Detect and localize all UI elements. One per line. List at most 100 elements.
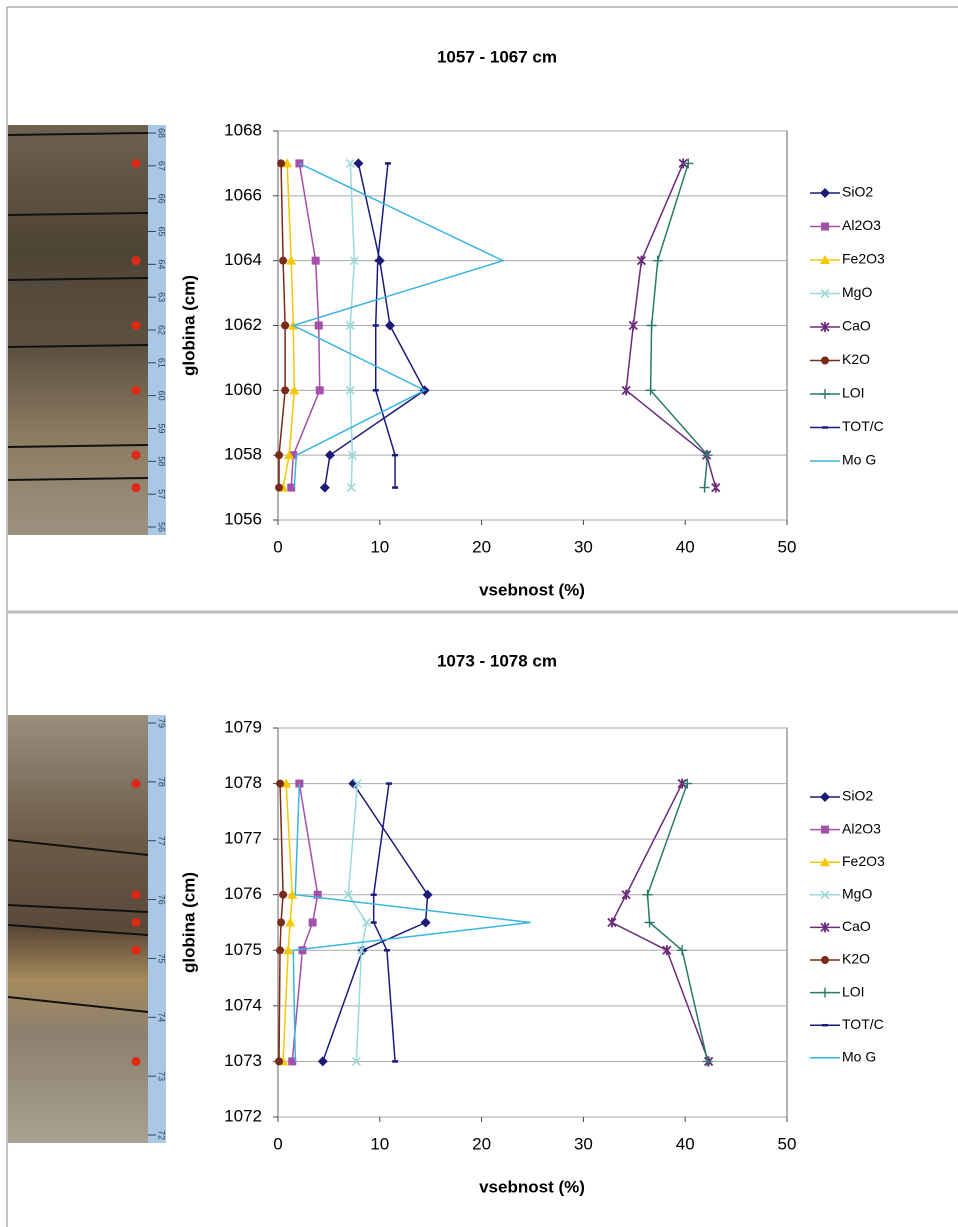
y-tick-label: 1058 [224,445,262,464]
ruler-label: 62 [157,325,167,335]
ruler [148,125,166,535]
data-point [283,945,294,955]
legend-label: LOI [842,385,865,401]
legend-marker [820,255,830,264]
data-point [356,945,367,955]
ruler-label: 56 [157,522,167,532]
data-point [276,779,285,788]
x-tick-label: 20 [472,1134,491,1153]
sample-dot [131,1056,141,1066]
ruler-label: 76 [157,895,167,905]
data-point [677,778,687,789]
legend-label: MgO [842,284,872,300]
chart-title: 1057 - 1067 cm [437,47,557,66]
y-tick-label: 1076 [224,884,262,903]
legend-marker [820,389,830,399]
data-point [652,255,663,266]
data-point [422,889,433,900]
y-tick-label: 1056 [224,509,262,528]
ruler-label: 66 [157,194,167,204]
data-point [284,450,295,460]
data-point [314,321,323,330]
plot-area [277,727,788,1118]
ruler-label: 68 [157,128,167,138]
data-point [345,158,355,168]
legend-label: Mo G [842,452,876,468]
legend-label: K2O [842,951,870,967]
data-point [281,778,292,788]
data-point [275,451,284,460]
series-line [625,163,717,488]
data-point [353,158,364,169]
chart-title: 1073 - 1078 cm [437,651,557,670]
ruler-label: 72 [157,1130,167,1140]
ruler-label: 59 [157,423,167,433]
data-point [279,890,288,899]
legend-label: Mo G [842,1049,876,1065]
ruler-label: 64 [157,259,167,269]
data-point [683,158,694,169]
ruler-label: 78 [157,777,167,787]
data-point [276,946,285,955]
ruler-label: 73 [157,1071,167,1081]
data-point [343,890,353,900]
legend-marker [821,356,829,365]
core-crack [7,477,149,481]
data-point [677,945,688,956]
core-crack [7,277,149,281]
data-point [362,917,372,928]
data-point [642,889,653,900]
data-point [628,320,638,331]
x-tick-label: 50 [778,1134,797,1153]
data-point [349,256,359,266]
series-line [324,163,426,488]
y-tick-label: 1079 [224,717,262,736]
core-crack [7,996,149,1013]
legend-marker [820,188,830,198]
y-tick-label: 1078 [224,773,262,792]
data-point [711,482,721,493]
legend-marker [821,222,829,231]
legend-label: CaO [842,318,871,334]
data-point [277,159,286,168]
core-crack [7,444,149,448]
data-point [288,1057,297,1066]
y-tick-label: 1072 [224,1106,262,1125]
ruler-label: 65 [157,226,167,236]
data-point [646,320,657,331]
series-line [374,163,396,488]
core-crack [7,924,149,936]
series-line [278,163,286,488]
x-tick-label: 40 [676,537,695,556]
sample-dot [131,483,141,493]
data-point [279,256,288,265]
y-tick-label: 1064 [224,250,262,269]
data-point [287,889,298,899]
y-axis-label: globina (cm) [179,275,198,376]
data-point [345,385,355,395]
ruler-label: 79 [157,718,167,728]
y-tick-label: 1060 [224,380,262,399]
legend-label: Al2O3 [842,217,881,233]
data-point [275,483,284,492]
legend-label: SiO2 [842,788,873,804]
data-point [319,482,330,493]
x-tick-label: 10 [370,537,389,556]
ruler-label: 75 [157,953,167,963]
core-crack [7,212,149,216]
data-point [621,889,631,900]
data-point [317,1056,328,1067]
legend-marker [820,792,830,802]
data-point [315,386,324,395]
data-point [678,158,688,169]
x-tick-label: 10 [370,1134,389,1153]
data-point [699,482,710,493]
y-tick-label: 1062 [224,315,262,334]
x-tick-label: 30 [574,537,593,556]
x-axis-label: vsebnost (%) [479,580,585,599]
legend-marker [820,890,830,900]
series-line [291,162,506,488]
data-point [352,779,362,789]
x-tick-label: 40 [676,1134,695,1153]
